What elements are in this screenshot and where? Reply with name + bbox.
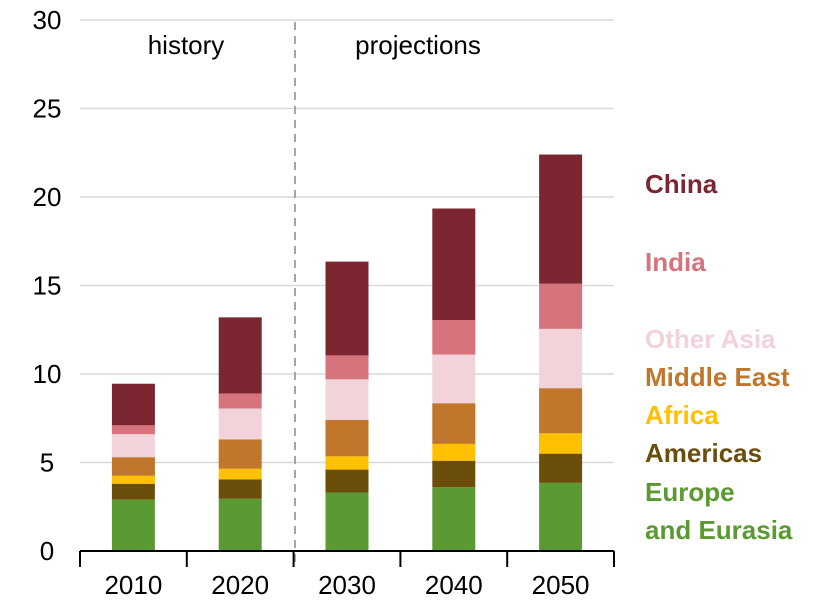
bar-segment-middle-east-2050 bbox=[539, 388, 583, 434]
bar-segment-africa-2050 bbox=[539, 433, 583, 454]
bar-segment-americas-2010 bbox=[111, 483, 155, 500]
legend-entry-europe-and-eurasia: Europe bbox=[645, 477, 735, 507]
bar-segment-americas-2050 bbox=[539, 453, 583, 483]
bar-segment-other-asia-2050 bbox=[539, 328, 583, 389]
bar-segment-china-2030 bbox=[325, 261, 369, 356]
x-tick-label: 2030 bbox=[318, 570, 376, 600]
legend-entry-middle-east: Middle East bbox=[645, 362, 790, 392]
bar-segment-africa-2010 bbox=[111, 475, 155, 484]
projections-label: projections bbox=[355, 30, 481, 60]
bar-segment-europe-and-eurasia-2030 bbox=[325, 492, 369, 551]
legend-entry-africa: Africa bbox=[645, 400, 719, 430]
bar-segment-europe-and-eurasia-2010 bbox=[111, 499, 155, 551]
bar-segment-india-2030 bbox=[325, 355, 369, 380]
legend: Europe and Eurasia Americas Africa Middle Ea… bbox=[645, 169, 793, 545]
y-tick-label: 0 bbox=[40, 536, 54, 566]
bar-segment-other-asia-2040 bbox=[432, 354, 476, 404]
bar-segment-middle-east-2010 bbox=[111, 457, 155, 476]
legend-entry-americas: Americas bbox=[645, 438, 762, 468]
x-tick-label: 2050 bbox=[532, 570, 590, 600]
y-tick-label: 30 bbox=[33, 5, 62, 35]
bar-segment-middle-east-2020 bbox=[218, 439, 262, 469]
y-tick-label: 10 bbox=[33, 359, 62, 389]
bar-segment-other-asia-2030 bbox=[325, 379, 369, 421]
x-tick-label: 2020 bbox=[211, 570, 269, 600]
bar-segment-india-2050 bbox=[539, 283, 583, 329]
x-axis-tick-labels: 2010 2020 2030 2040 2050 bbox=[104, 570, 589, 600]
y-tick-label: 20 bbox=[33, 182, 62, 212]
legend-entry-china: China bbox=[645, 169, 718, 199]
legend-entry-other-asia: Other Asia bbox=[645, 324, 776, 354]
bar-stacks bbox=[111, 154, 583, 551]
bar-segment-india-2020 bbox=[218, 393, 262, 409]
bar-segment-other-asia-2010 bbox=[111, 434, 155, 458]
bar-segment-india-2010 bbox=[111, 425, 155, 435]
bar-segment-india-2040 bbox=[432, 320, 476, 355]
bar-segment-china-2010 bbox=[111, 383, 155, 426]
bar-segment-europe-and-eurasia-2020 bbox=[218, 498, 262, 551]
y-axis-tick-labels: 0 5 10 15 20 25 30 bbox=[33, 5, 62, 566]
bar-segment-americas-2030 bbox=[325, 469, 369, 493]
y-tick-label: 25 bbox=[33, 94, 62, 124]
y-tick-label: 5 bbox=[40, 448, 54, 478]
bar-segment-europe-and-eurasia-2050 bbox=[539, 482, 583, 551]
y-tick-label: 15 bbox=[33, 271, 62, 301]
x-axis-ticks bbox=[79, 551, 615, 567]
legend-entry-europe-and-eurasia: and Eurasia bbox=[645, 515, 793, 545]
bar-segment-africa-2020 bbox=[218, 468, 262, 480]
bar-segment-europe-and-eurasia-2040 bbox=[432, 487, 476, 551]
bar-segment-africa-2040 bbox=[432, 443, 476, 461]
bar-segment-china-2020 bbox=[218, 317, 262, 394]
legend-entry-india: India bbox=[645, 247, 706, 277]
bar-segment-africa-2030 bbox=[325, 456, 369, 470]
bar-segment-middle-east-2040 bbox=[432, 403, 476, 444]
history-label: history bbox=[148, 30, 225, 60]
x-tick-label: 2040 bbox=[425, 570, 483, 600]
bar-segment-middle-east-2030 bbox=[325, 420, 369, 457]
bar-segment-americas-2020 bbox=[218, 479, 262, 499]
bar-segment-other-asia-2020 bbox=[218, 408, 262, 440]
bar-segment-china-2040 bbox=[432, 208, 476, 321]
bar-segment-americas-2040 bbox=[432, 460, 476, 488]
x-tick-label: 2010 bbox=[104, 570, 162, 600]
bar-segment-china-2050 bbox=[539, 154, 583, 284]
